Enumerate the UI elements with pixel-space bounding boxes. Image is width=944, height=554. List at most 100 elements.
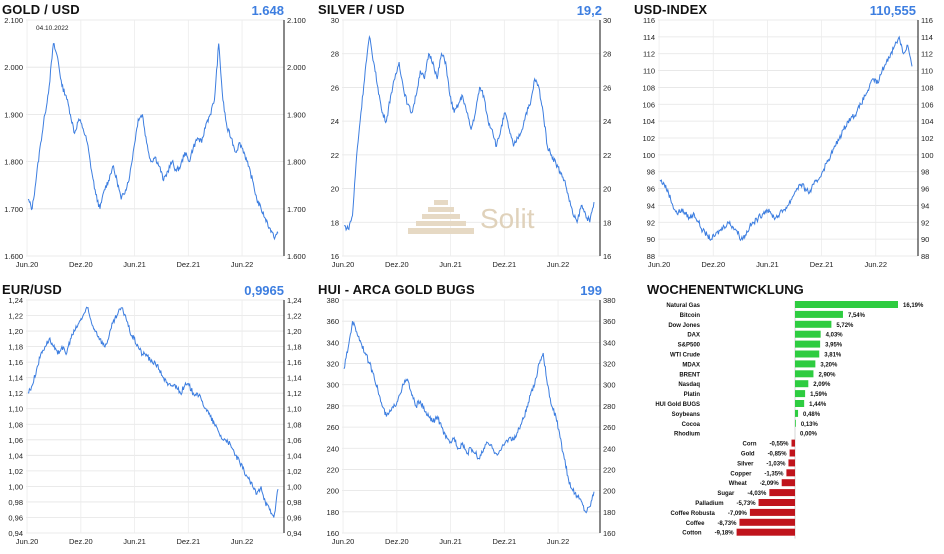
y-tick-label-right: 1,22 <box>287 312 302 321</box>
latest-value: 110,555 <box>869 3 916 18</box>
latest-value: 199 <box>580 283 602 298</box>
bar-category-label: Gold <box>741 452 755 458</box>
y-tick-label-left: 340 <box>326 338 339 347</box>
bar <box>795 360 816 368</box>
y-tick-label-right: 340 <box>603 338 616 347</box>
y-tick-label-right: 102 <box>921 134 934 143</box>
panel-usd-index: USD-INDEX 110,555 88 88 90 90 92 92 94 94 96 96 98… <box>632 0 944 272</box>
y-tick-label-left: 380 <box>326 296 339 305</box>
y-tick-label-left: 180 <box>326 508 339 517</box>
bar-category-label: Bitcoin <box>680 313 701 319</box>
x-tick-label: Jun.22 <box>231 260 254 269</box>
y-tick-label-right: 1.600 <box>287 252 306 261</box>
chart-usd-index: 88 88 90 90 92 92 94 94 96 96 98 98 100 100 102 102 104 1… <box>642 16 934 269</box>
y-tick-label-left: 1,04 <box>8 451 23 460</box>
bar-category-label: HUI Gold BUGS <box>655 402 700 408</box>
bar <box>795 330 821 338</box>
y-tick-label-left: 90 <box>647 235 655 244</box>
latest-value: 19,2 <box>576 3 602 18</box>
bar <box>781 479 795 487</box>
chart-title: EUR/USD <box>2 282 62 297</box>
y-tick-label-right: 16 <box>603 252 611 261</box>
bar <box>795 301 898 308</box>
y-tick-label-right: 1,12 <box>287 389 302 398</box>
chart-hui: 160 160 180 180 200 200 220 220 240 240 260 260 280 2… <box>326 296 616 546</box>
y-tick-label-left: 104 <box>642 117 655 126</box>
y-tick-label-right: 1.900 <box>287 110 306 119</box>
bar <box>769 489 795 497</box>
y-tick-label-right: 320 <box>603 360 616 369</box>
chart-gold: 1.600 1.600 1.700 1.700 1.800 1.800 1.900 1.900… <box>4 16 306 269</box>
bar <box>786 469 795 477</box>
y-tick-label-left: 88 <box>647 252 655 261</box>
x-tick-label: Dez.21 <box>492 537 516 546</box>
y-tick-label-left: 2.000 <box>4 63 23 72</box>
y-tick-label-right: 1,24 <box>287 296 302 305</box>
y-tick-label-right: 20 <box>603 185 611 194</box>
bar-category-label: Wheat <box>729 481 747 487</box>
bar <box>795 419 796 427</box>
y-tick-label-left: 1.800 <box>4 158 23 167</box>
bar <box>795 390 806 398</box>
bar <box>795 380 809 388</box>
bar-category-label: Corn <box>743 442 757 448</box>
y-tick-label-right: 200 <box>603 487 616 496</box>
bar-category-label: Copper <box>730 471 752 477</box>
y-tick-label-left: 30 <box>331 16 339 25</box>
chart-title: HUI - ARCA GOLD BUGS <box>318 282 475 297</box>
y-tick-label-right: 88 <box>921 252 929 261</box>
bar-value-label: 16,19% <box>903 303 924 309</box>
y-tick-label-right: 380 <box>603 296 616 305</box>
y-tick-label-right: 114 <box>921 33 933 42</box>
bar-value-label: 1,59% <box>810 392 828 398</box>
x-tick-label: Jun.21 <box>439 260 462 269</box>
bar <box>795 409 799 417</box>
y-tick-label-left: 0,94 <box>8 529 23 538</box>
y-tick-label-left: 1,02 <box>8 467 23 476</box>
bar <box>789 449 795 457</box>
bar-value-label: -5,73% <box>737 501 757 507</box>
bar-value-label: 5,72% <box>836 323 854 329</box>
y-tick-label-left: 1,20 <box>8 327 23 336</box>
chart-title: GOLD / USD <box>2 2 80 17</box>
x-tick-label: Dez.20 <box>385 260 409 269</box>
series-line <box>27 306 279 518</box>
bar <box>758 499 795 506</box>
y-tick-label-left: 0,96 <box>8 513 23 522</box>
x-tick-label: Jun.21 <box>123 260 146 269</box>
bar-value-label: 4,03% <box>826 333 844 339</box>
bar-category-label: Rhodium <box>674 432 700 438</box>
weekly-title: WOCHENENTWICKLUNG <box>647 282 804 297</box>
x-tick-label: Dez.21 <box>176 537 200 546</box>
bar-value-label: -0,85% <box>768 452 788 458</box>
bar-category-label: Cocoa <box>682 422 701 428</box>
bar-value-label: 3,95% <box>825 343 843 349</box>
bar <box>788 459 795 467</box>
x-tick-label: Jun.20 <box>648 260 671 269</box>
y-tick-label-left: 100 <box>642 151 655 160</box>
bar <box>795 400 805 407</box>
x-tick-label: Jun.20 <box>332 260 355 269</box>
y-tick-label-left: 300 <box>326 381 339 390</box>
bar-value-label: 7,54% <box>848 313 866 319</box>
bar-category-label: WTI Crude <box>670 353 701 359</box>
x-tick-label: Jun.22 <box>547 537 570 546</box>
bar-value-label: -0,55% <box>769 442 789 448</box>
y-tick-label-right: 1,20 <box>287 327 302 336</box>
y-tick-label-left: 1,16 <box>8 358 23 367</box>
y-tick-label-right: 1,00 <box>287 482 302 491</box>
bar <box>795 350 820 358</box>
y-tick-label-right: 94 <box>921 201 929 210</box>
y-tick-label-left: 102 <box>642 134 655 143</box>
bar-value-label: 0,00% <box>800 432 818 438</box>
y-tick-label-left: 360 <box>326 317 339 326</box>
y-tick-label-right: 1,02 <box>287 467 302 476</box>
y-tick-label-right: 28 <box>603 50 611 59</box>
x-tick-label: Jun.22 <box>547 260 570 269</box>
y-tick-label-right: 2.000 <box>287 63 306 72</box>
bar-category-label: Cotton <box>682 531 702 537</box>
panel-silver: SILVER / USD 19,2 16 16 18 18 20 20 22 22 24 24 26… <box>316 0 626 272</box>
bar-value-label: -1,35% <box>764 471 784 477</box>
bar-value-label: -1,03% <box>766 461 786 467</box>
y-tick-label-left: 280 <box>326 402 339 411</box>
